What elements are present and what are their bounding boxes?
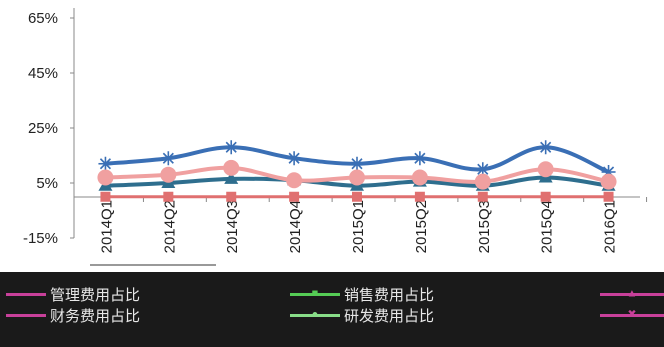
data-point-asterisk <box>350 156 364 171</box>
series-1 <box>100 191 614 202</box>
legend-line <box>290 293 340 296</box>
data-point-asterisk <box>98 156 113 171</box>
data-point-circle <box>286 172 303 189</box>
data-point-circle <box>349 169 365 186</box>
data-point-square <box>226 191 237 202</box>
legend-line <box>6 293 46 296</box>
data-point-asterisk <box>412 151 427 166</box>
legend-line <box>6 314 46 317</box>
legend-item-finance: 财务费用占比 <box>6 305 140 325</box>
data-point-square <box>603 191 614 202</box>
data-point-circle <box>160 166 177 183</box>
data-point-circle <box>223 159 240 176</box>
asterisk-stroke <box>162 152 174 164</box>
line-chart: 65% 45% 25% 5% -15% 2014Q1 2014Q2 2014Q3 2014Q4… <box>23 8 648 266</box>
legend-swatch-icon <box>6 287 46 301</box>
asterisk-stroke <box>540 141 552 153</box>
legend-label: 销售费用占比 <box>344 286 435 304</box>
data-point-square <box>163 191 174 202</box>
legend-swatch-icon: ■ <box>290 287 340 301</box>
data-point-asterisk <box>287 151 302 166</box>
legend-marker-icon: ▲ <box>626 287 638 300</box>
y-tick-label: 65% <box>28 10 58 27</box>
x-tick-label: 2015Q4 <box>539 200 556 253</box>
y-tick-label: -15% <box>23 230 58 247</box>
data-point-square <box>289 191 300 202</box>
legend-item-partial-b: ✖ <box>600 305 664 325</box>
data-point-square <box>540 191 551 202</box>
legend-line <box>600 293 664 296</box>
legend-swatch-icon <box>6 308 46 322</box>
legend-label: 管理费用占比 <box>50 286 141 304</box>
y-tick-label: 5% <box>36 175 58 192</box>
asterisk-stroke <box>99 158 112 170</box>
y-tick-label: 45% <box>28 65 58 82</box>
x-tick-label: 2014Q3 <box>224 200 241 253</box>
data-point-asterisk <box>161 151 176 166</box>
x-tick-label: 2014Q1 <box>98 200 115 253</box>
x-tick-label: 2014Q2 <box>161 200 178 253</box>
data-point-triangle <box>224 171 239 184</box>
data-point-circle <box>97 169 114 186</box>
legend-item-partial-a: ▲ <box>600 284 664 304</box>
x-tick-label: 2015Q2 <box>413 200 430 253</box>
data-point-circle <box>474 173 491 190</box>
data-point-square <box>477 191 488 202</box>
data-point-circle <box>600 173 617 190</box>
legend-swatch-icon: ▲ <box>600 287 664 301</box>
legend-label: 研发费用占比 <box>344 307 435 325</box>
legend-label: 财务费用占比 <box>50 307 141 325</box>
series-3 <box>97 159 617 190</box>
legend-marker-icon: ✖ <box>627 308 637 321</box>
legend: 管理费用占比 ■ 销售费用占比 ▲ 财务费用占比 ● 研发费用占比 ✖ <box>0 272 664 347</box>
asterisk-stroke <box>225 141 237 153</box>
legend-swatch-icon: ● <box>290 308 340 322</box>
series-group <box>97 140 617 202</box>
x-tick-label: 2016Q1 <box>602 200 619 253</box>
legend-marker-icon: ● <box>311 308 319 321</box>
data-point-square <box>352 191 362 202</box>
y-tick-label: 25% <box>28 120 58 137</box>
asterisk-stroke <box>351 158 363 170</box>
legend-item-rnd: ● 研发费用占比 <box>290 305 434 325</box>
asterisk-stroke <box>414 152 426 164</box>
data-point-asterisk <box>224 140 239 155</box>
data-point-square <box>414 191 425 202</box>
x-tick-label: 2015Q3 <box>476 200 493 253</box>
legend-marker-icon: ■ <box>311 287 319 300</box>
legend-item-sales: ■ 销售费用占比 <box>290 284 434 304</box>
data-point-asterisk <box>538 140 553 155</box>
x-tick-labels: 2014Q1 2014Q2 2014Q3 2014Q4 2015Q1 2015Q2 2015… <box>98 197 648 253</box>
legend-swatch-icon: ✖ <box>600 308 664 322</box>
legend-line <box>290 314 340 317</box>
y-tick-labels: 65% 45% 25% 5% -15% <box>23 10 74 247</box>
series-0 <box>98 140 616 179</box>
x-tick-label: 2015Q1 <box>350 200 367 253</box>
asterisk-stroke <box>477 163 489 175</box>
legend-item-admin: 管理费用占比 <box>6 284 140 304</box>
data-point-circle <box>537 161 554 178</box>
x-tick-label: 2014Q4 <box>287 200 304 253</box>
legend-line <box>600 314 664 317</box>
data-point-square <box>100 191 111 202</box>
data-point-asterisk <box>475 162 490 177</box>
data-point-circle <box>411 169 428 186</box>
asterisk-stroke <box>288 152 300 164</box>
